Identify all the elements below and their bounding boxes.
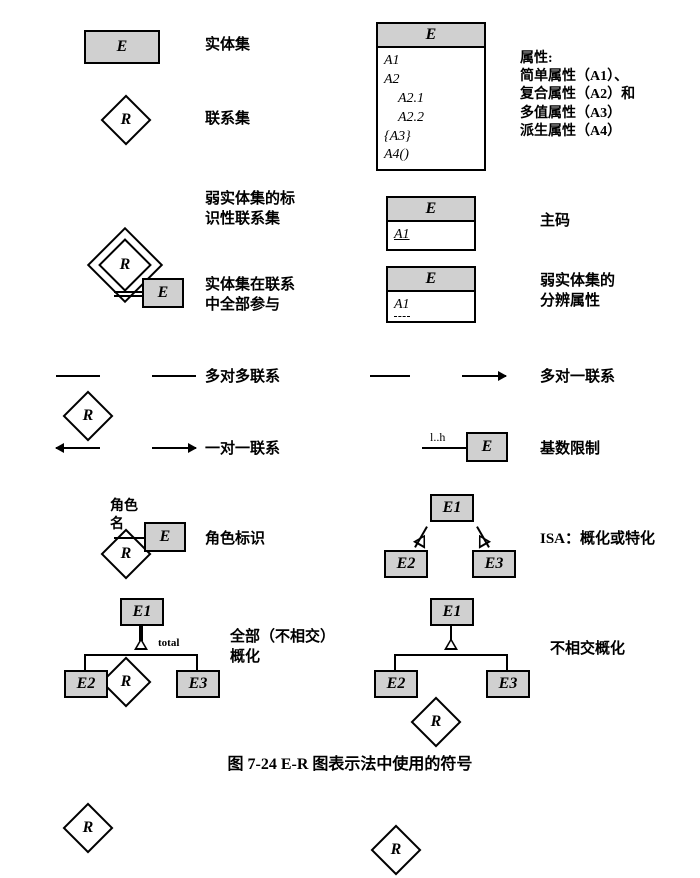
disj-hbar — [394, 654, 508, 656]
pk-a1: A1 — [394, 226, 410, 245]
attr-a2: A2 — [384, 71, 478, 90]
discr-label: 弱实体集的 分辨属性 — [540, 272, 615, 311]
role-r: R — [60, 800, 116, 856]
pk-box: E A1 — [386, 196, 476, 251]
attr-box: E A1 A2 A2.1 A2.2 {A3} A4() — [376, 22, 486, 171]
totgen-label: 全部（不相交） 概化 — [230, 628, 335, 667]
role-diamond: R — [60, 800, 116, 856]
isa-e2: E2 — [384, 550, 428, 578]
attr-a21: A2.1 — [384, 90, 478, 109]
card-label: 基数限制 — [540, 440, 600, 460]
card-line — [422, 447, 466, 449]
discr-box: E A1 — [386, 266, 476, 323]
disj-e3: E3 — [486, 670, 530, 698]
pk-hdr: E — [388, 198, 474, 222]
relation-label: 联系集 — [205, 110, 250, 130]
mo-line-r — [462, 375, 506, 377]
disj-e1: E1 — [430, 598, 474, 626]
attr-a4: A4() — [384, 146, 478, 165]
card-r: R — [368, 822, 424, 878]
totgen-e1: E1 — [120, 598, 164, 626]
isa-label: ISA：概化或特化 — [540, 530, 655, 550]
disj-v1 — [394, 654, 396, 670]
disj-tri — [444, 638, 458, 650]
mm-label: 多对多联系 — [205, 368, 280, 388]
attr-a3: {A3} — [384, 128, 478, 147]
er-notation-diagram: E 实体集 R 联系集 R 弱实体集的标 识性联系集 R E 实体集在联系 中全… — [0, 0, 700, 814]
role-line — [114, 537, 144, 539]
mm-line-l — [56, 375, 100, 377]
attr-box-header: E — [378, 24, 484, 48]
entity-label: 实体集 — [205, 36, 250, 56]
weak-relation-label: 弱实体集的标 识性联系集 — [205, 190, 295, 229]
oo-line-l — [56, 447, 100, 449]
mo-line-l — [370, 375, 410, 377]
mo-sym: R — [408, 694, 464, 750]
discr-a1: A1 — [394, 296, 410, 317]
mm-line-r — [152, 375, 196, 377]
totgen-hbar — [84, 654, 198, 656]
card-diamond: R — [368, 822, 424, 878]
totgen-e3: E3 — [176, 670, 220, 698]
totgen-total-text: total — [158, 636, 179, 650]
isa-e1: E1 — [430, 494, 474, 522]
oo-label: 一对一联系 — [205, 440, 280, 460]
mo-label: 多对一联系 — [540, 368, 615, 388]
relation-sym-text: R — [98, 92, 154, 148]
mo-diamond: R — [408, 694, 464, 750]
figure-caption: 图 7-24 E-R 图表示法中使用的符号 — [0, 750, 700, 774]
attr-a1: A1 — [384, 52, 478, 71]
totgen-v2 — [196, 654, 198, 670]
pk-label: 主码 — [540, 212, 570, 232]
role-name-text: 角色 名 — [110, 498, 138, 534]
discr-hdr: E — [388, 268, 474, 292]
card-entity: E — [466, 432, 508, 462]
totgen-triangle — [134, 638, 148, 650]
role-label: 角色标识 — [205, 530, 265, 550]
disj-e2: E2 — [374, 670, 418, 698]
relation-symbol: R — [98, 92, 154, 148]
disj-label: 不相交概化 — [550, 640, 625, 660]
role-entity: E — [144, 522, 186, 552]
totgen-e2: E2 — [64, 670, 108, 698]
total-part-r: R — [60, 388, 116, 444]
oo-line-r — [152, 447, 196, 449]
total-part-entity: E — [142, 278, 184, 308]
attr-a22: A2.2 — [384, 109, 478, 128]
card-text: l..h — [430, 430, 445, 445]
isa-e3: E3 — [472, 550, 516, 578]
totgen-v1 — [84, 654, 86, 670]
entity-symbol: E — [84, 30, 160, 64]
disj-v2 — [506, 654, 508, 670]
total-part-label: 实体集在联系 中全部参与 — [205, 276, 295, 315]
attr-label: 属性: 简单属性（A1）、 复合属性（A2）和 多值属性（A3） 派生属性（A4… — [520, 50, 635, 141]
total-part-diamond: R — [60, 388, 116, 444]
